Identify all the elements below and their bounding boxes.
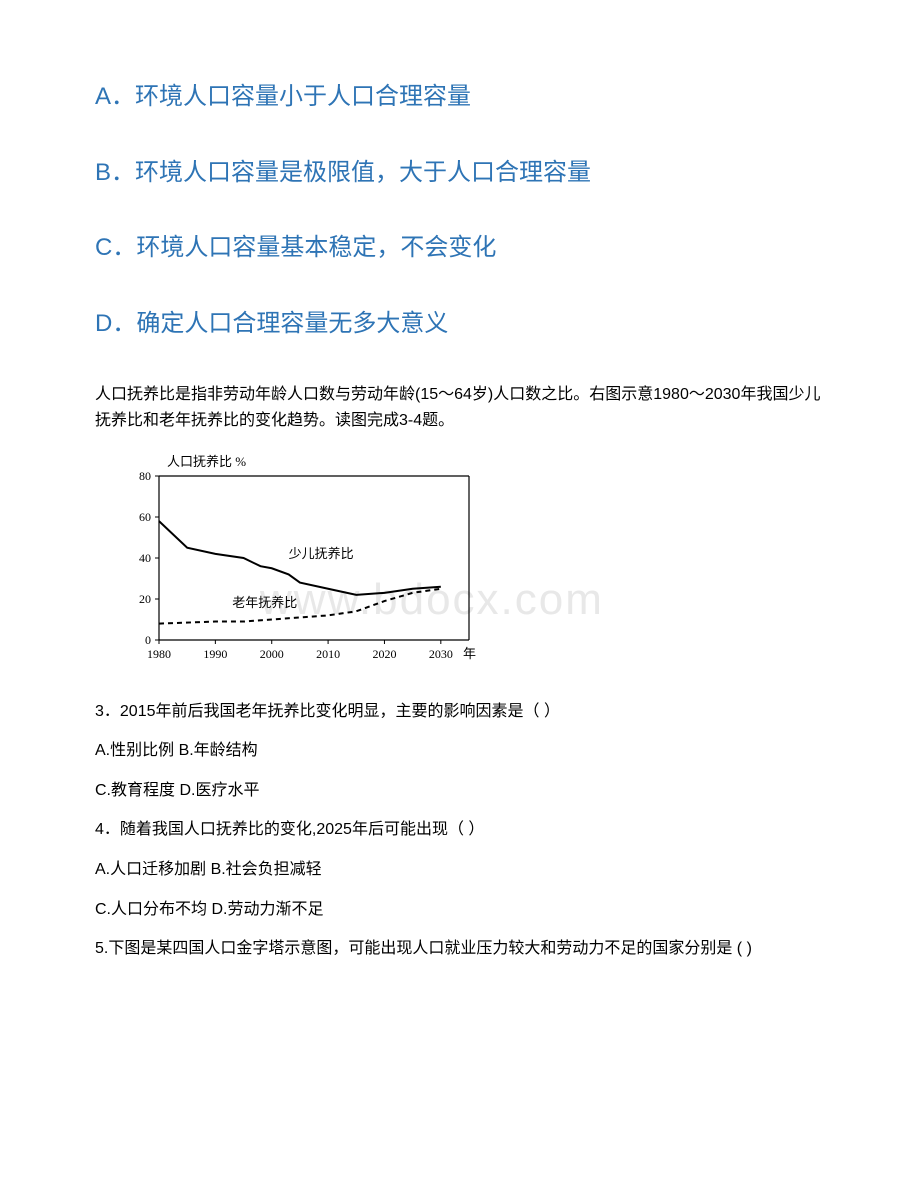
svg-text:40: 40: [139, 551, 151, 565]
option-a-heading: A．环境人口容量小于人口合理容量: [95, 80, 825, 114]
svg-text:2010: 2010: [316, 647, 340, 661]
svg-text:20: 20: [139, 592, 151, 606]
svg-text:0: 0: [145, 633, 151, 647]
svg-text:1990: 1990: [203, 647, 227, 661]
option-d-heading: D．确定人口合理容量无多大意义: [95, 307, 825, 341]
svg-text:2030: 2030: [429, 647, 453, 661]
q4-options-row1: A.人口迁移加剧 B.社会负担减轻: [95, 857, 825, 883]
svg-text:少儿抚养比: 少儿抚养比: [289, 546, 354, 561]
option-c-heading: C．环境人口容量基本稳定，不会变化: [95, 231, 825, 265]
svg-text:人口抚养比 %: 人口抚养比 %: [167, 454, 246, 469]
intro-paragraph: 人口抚养比是指非劳动年龄人口数与劳动年龄(15～64岁)人口数之比。右图示意19…: [95, 382, 825, 433]
svg-text:60: 60: [139, 510, 151, 524]
svg-text:80: 80: [139, 469, 151, 483]
svg-text:年: 年: [463, 646, 476, 661]
dependency-ratio-chart: 0 20 40 60 80 1980 1990 2000 2010 2020 2030 人口抚养比 %…: [95, 448, 825, 673]
q3-options-row2: C.教育程度 D.医疗水平: [95, 778, 825, 804]
q5-stem: 5.下图是某四国人口金字塔示意图，可能出现人口就业压力较大和劳动力不足的国家分别…: [95, 936, 825, 962]
q3-options-row1: A.性别比例 B.年龄结构: [95, 738, 825, 764]
q3-stem: 3．2015年前后我国老年抚养比变化明显，主要的影响因素是（ ）: [95, 699, 825, 725]
svg-text:1980: 1980: [147, 647, 171, 661]
svg-text:2000: 2000: [260, 647, 284, 661]
svg-text:老年抚养比: 老年抚养比: [232, 595, 297, 610]
svg-text:2020: 2020: [372, 647, 396, 661]
option-b-heading: B．环境人口容量是极限值，大于人口合理容量: [95, 156, 825, 190]
q4-stem: 4．随着我国人口抚养比的变化,2025年后可能出现（ ）: [95, 817, 825, 843]
q4-options-row2: C.人口分布不均 D.劳动力渐不足: [95, 897, 825, 923]
